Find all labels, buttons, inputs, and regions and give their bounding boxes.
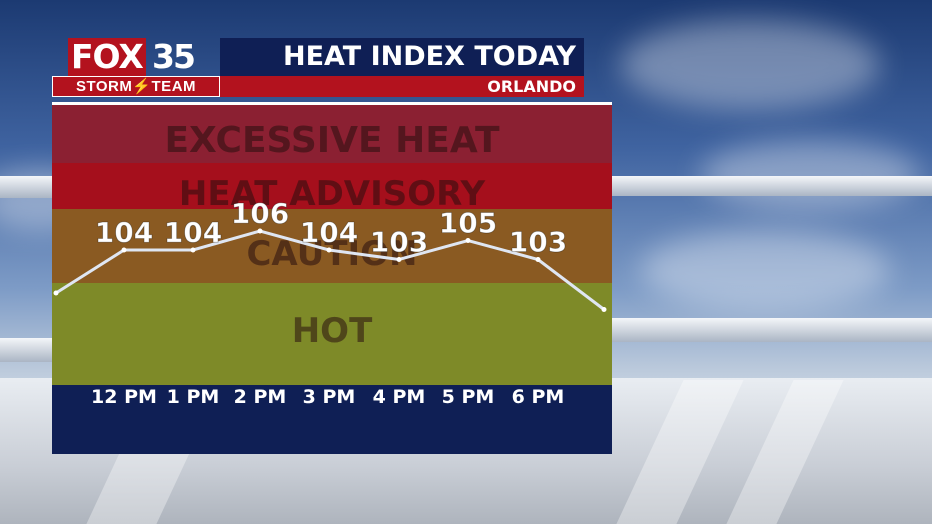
data-label: 104 [300,216,358,249]
data-point [396,257,402,262]
fox35-logo: FOX 35 STORM⚡TEAM [52,38,220,97]
logo-channel-number: 35 [152,37,196,76]
band-hot: HOT [52,283,612,385]
x-tick-label: 5 PM [441,386,495,408]
data-point [535,257,541,262]
data-point [190,247,196,253]
storm-team-label: STORM⚡TEAM [52,76,220,97]
band-heat-advisory: HEAT ADVISORY [52,163,612,214]
band-label: CAUTION [246,233,418,274]
location-bar: ORLANDO [220,76,584,97]
band-label: HOT [291,311,373,351]
data-label: 104 [95,216,153,249]
x-tick-label: 1 PM [166,386,220,408]
x-tick-label: 3 PM [302,386,356,408]
band-label: EXCESSIVE HEAT [164,120,500,162]
data-point [465,238,471,243]
data-point [53,290,59,296]
data-point [121,247,127,253]
page-title: HEAT INDEX TODAY [282,41,576,72]
data-label: 104 [164,216,222,249]
band-excessive-heat: EXCESSIVE HEAT [52,105,612,163]
data-point [326,247,332,253]
title-bar: HEAT INDEX TODAY [220,38,584,76]
band-caution: CAUTION [52,209,612,283]
location-label: ORLANDO [487,77,576,96]
x-tick-label: 2 PM [233,386,287,408]
x-tick-label: 4 PM [372,386,426,408]
logo-fox-text: FOX [68,38,146,76]
data-point [257,228,263,234]
graphic-header: FOX 35 STORM⚡TEAM HEAT INDEX TODAY ORLAN… [52,38,584,99]
heat-index-line-chart: 104 104 106 104 103 105 103 [53,197,607,312]
band-label: HEAT ADVISORY [178,173,486,214]
data-label: 105 [439,207,497,240]
data-label: 103 [370,226,428,259]
x-tick-label: 6 PM [511,386,565,408]
x-tick-label: 12 PM [91,386,157,408]
chart-panel: EXCESSIVE HEAT HEAT ADVISORY CAUTION HOT 10… [52,102,612,454]
data-label: 106 [231,197,289,230]
data-label: 103 [509,226,567,259]
data-point [601,307,607,312]
